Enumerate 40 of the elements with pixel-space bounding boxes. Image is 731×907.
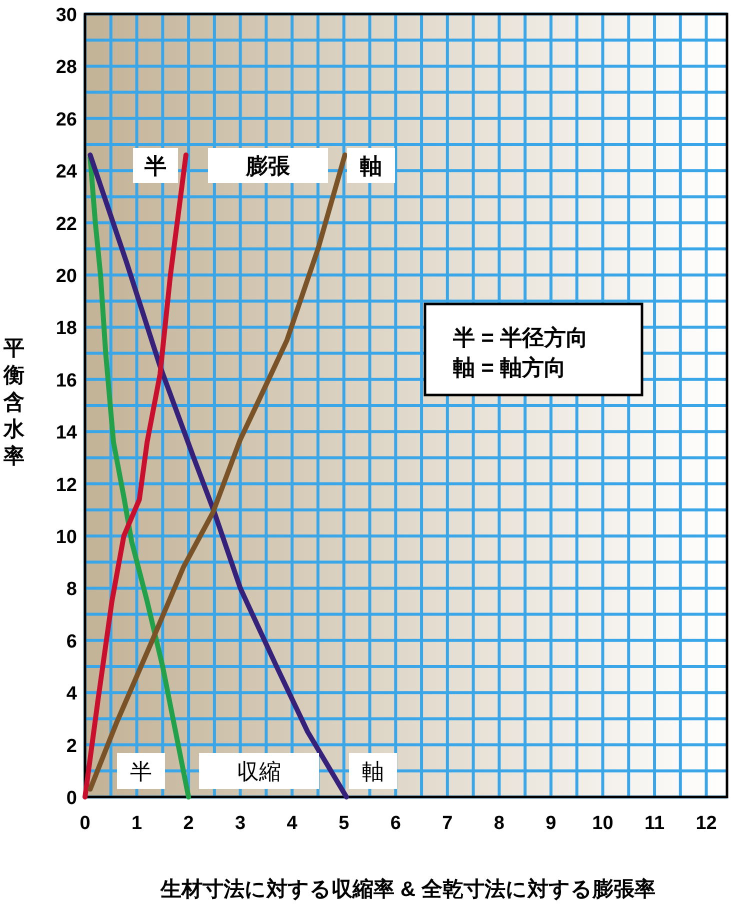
y-axis-title: 平衡含水率 — [2, 337, 26, 468]
x-axis-title: 生材寸法に対する収縮率 & 全乾寸法に対する膨張率 — [160, 877, 656, 901]
y-tick-label: 6 — [66, 631, 77, 652]
x-tick-label: 2 — [183, 813, 194, 834]
key-box: 半 = 半径方向 軸 = 軸方向 — [424, 302, 644, 396]
x-tick-label: 9 — [546, 813, 556, 834]
y-tick-label: 0 — [66, 788, 77, 809]
y-tick-label: 30 — [56, 5, 77, 26]
annotation: 収縮 — [237, 759, 281, 784]
annotation: 軸 — [362, 759, 384, 784]
y-tick-label: 2 — [66, 736, 77, 757]
y-tick-label: 28 — [56, 57, 77, 78]
x-tick-label: 12 — [696, 813, 717, 834]
y-tick-label: 26 — [56, 109, 77, 130]
x-tick-label: 3 — [235, 813, 246, 834]
x-tick-label: 6 — [390, 813, 401, 834]
annotation: 半 = 半径方向 — [452, 325, 588, 350]
x-tick-label: 1 — [131, 813, 142, 834]
annotation: 軸 — [360, 154, 382, 178]
y-tick-label: 12 — [56, 474, 77, 496]
annotation: 軸 = 軸方向 — [453, 355, 566, 380]
y-tick-label: 14 — [56, 422, 78, 444]
y-tick-label: 8 — [66, 579, 77, 600]
x-tick-label: 5 — [338, 813, 350, 834]
x-tick-label: 4 — [286, 813, 298, 834]
x-tick-label: 10 — [592, 813, 614, 834]
annotation: 膨張 — [245, 154, 291, 178]
y-tick-label: 22 — [56, 214, 77, 235]
y-tick-label: 18 — [56, 318, 77, 340]
x-tick-label: 8 — [494, 813, 504, 834]
y-tick-label: 10 — [56, 527, 77, 548]
annotation: 半 — [130, 759, 152, 784]
y-tick-label: 24 — [56, 162, 78, 183]
x-tick-label: 0 — [80, 813, 90, 834]
annotation: 半 — [144, 154, 166, 178]
y-tick-label: 16 — [56, 370, 77, 392]
y-tick-label: 4 — [66, 684, 78, 705]
y-tick-label: 20 — [56, 266, 77, 287]
x-tick-label: 11 — [644, 813, 665, 834]
x-tick-label: 7 — [442, 813, 453, 834]
